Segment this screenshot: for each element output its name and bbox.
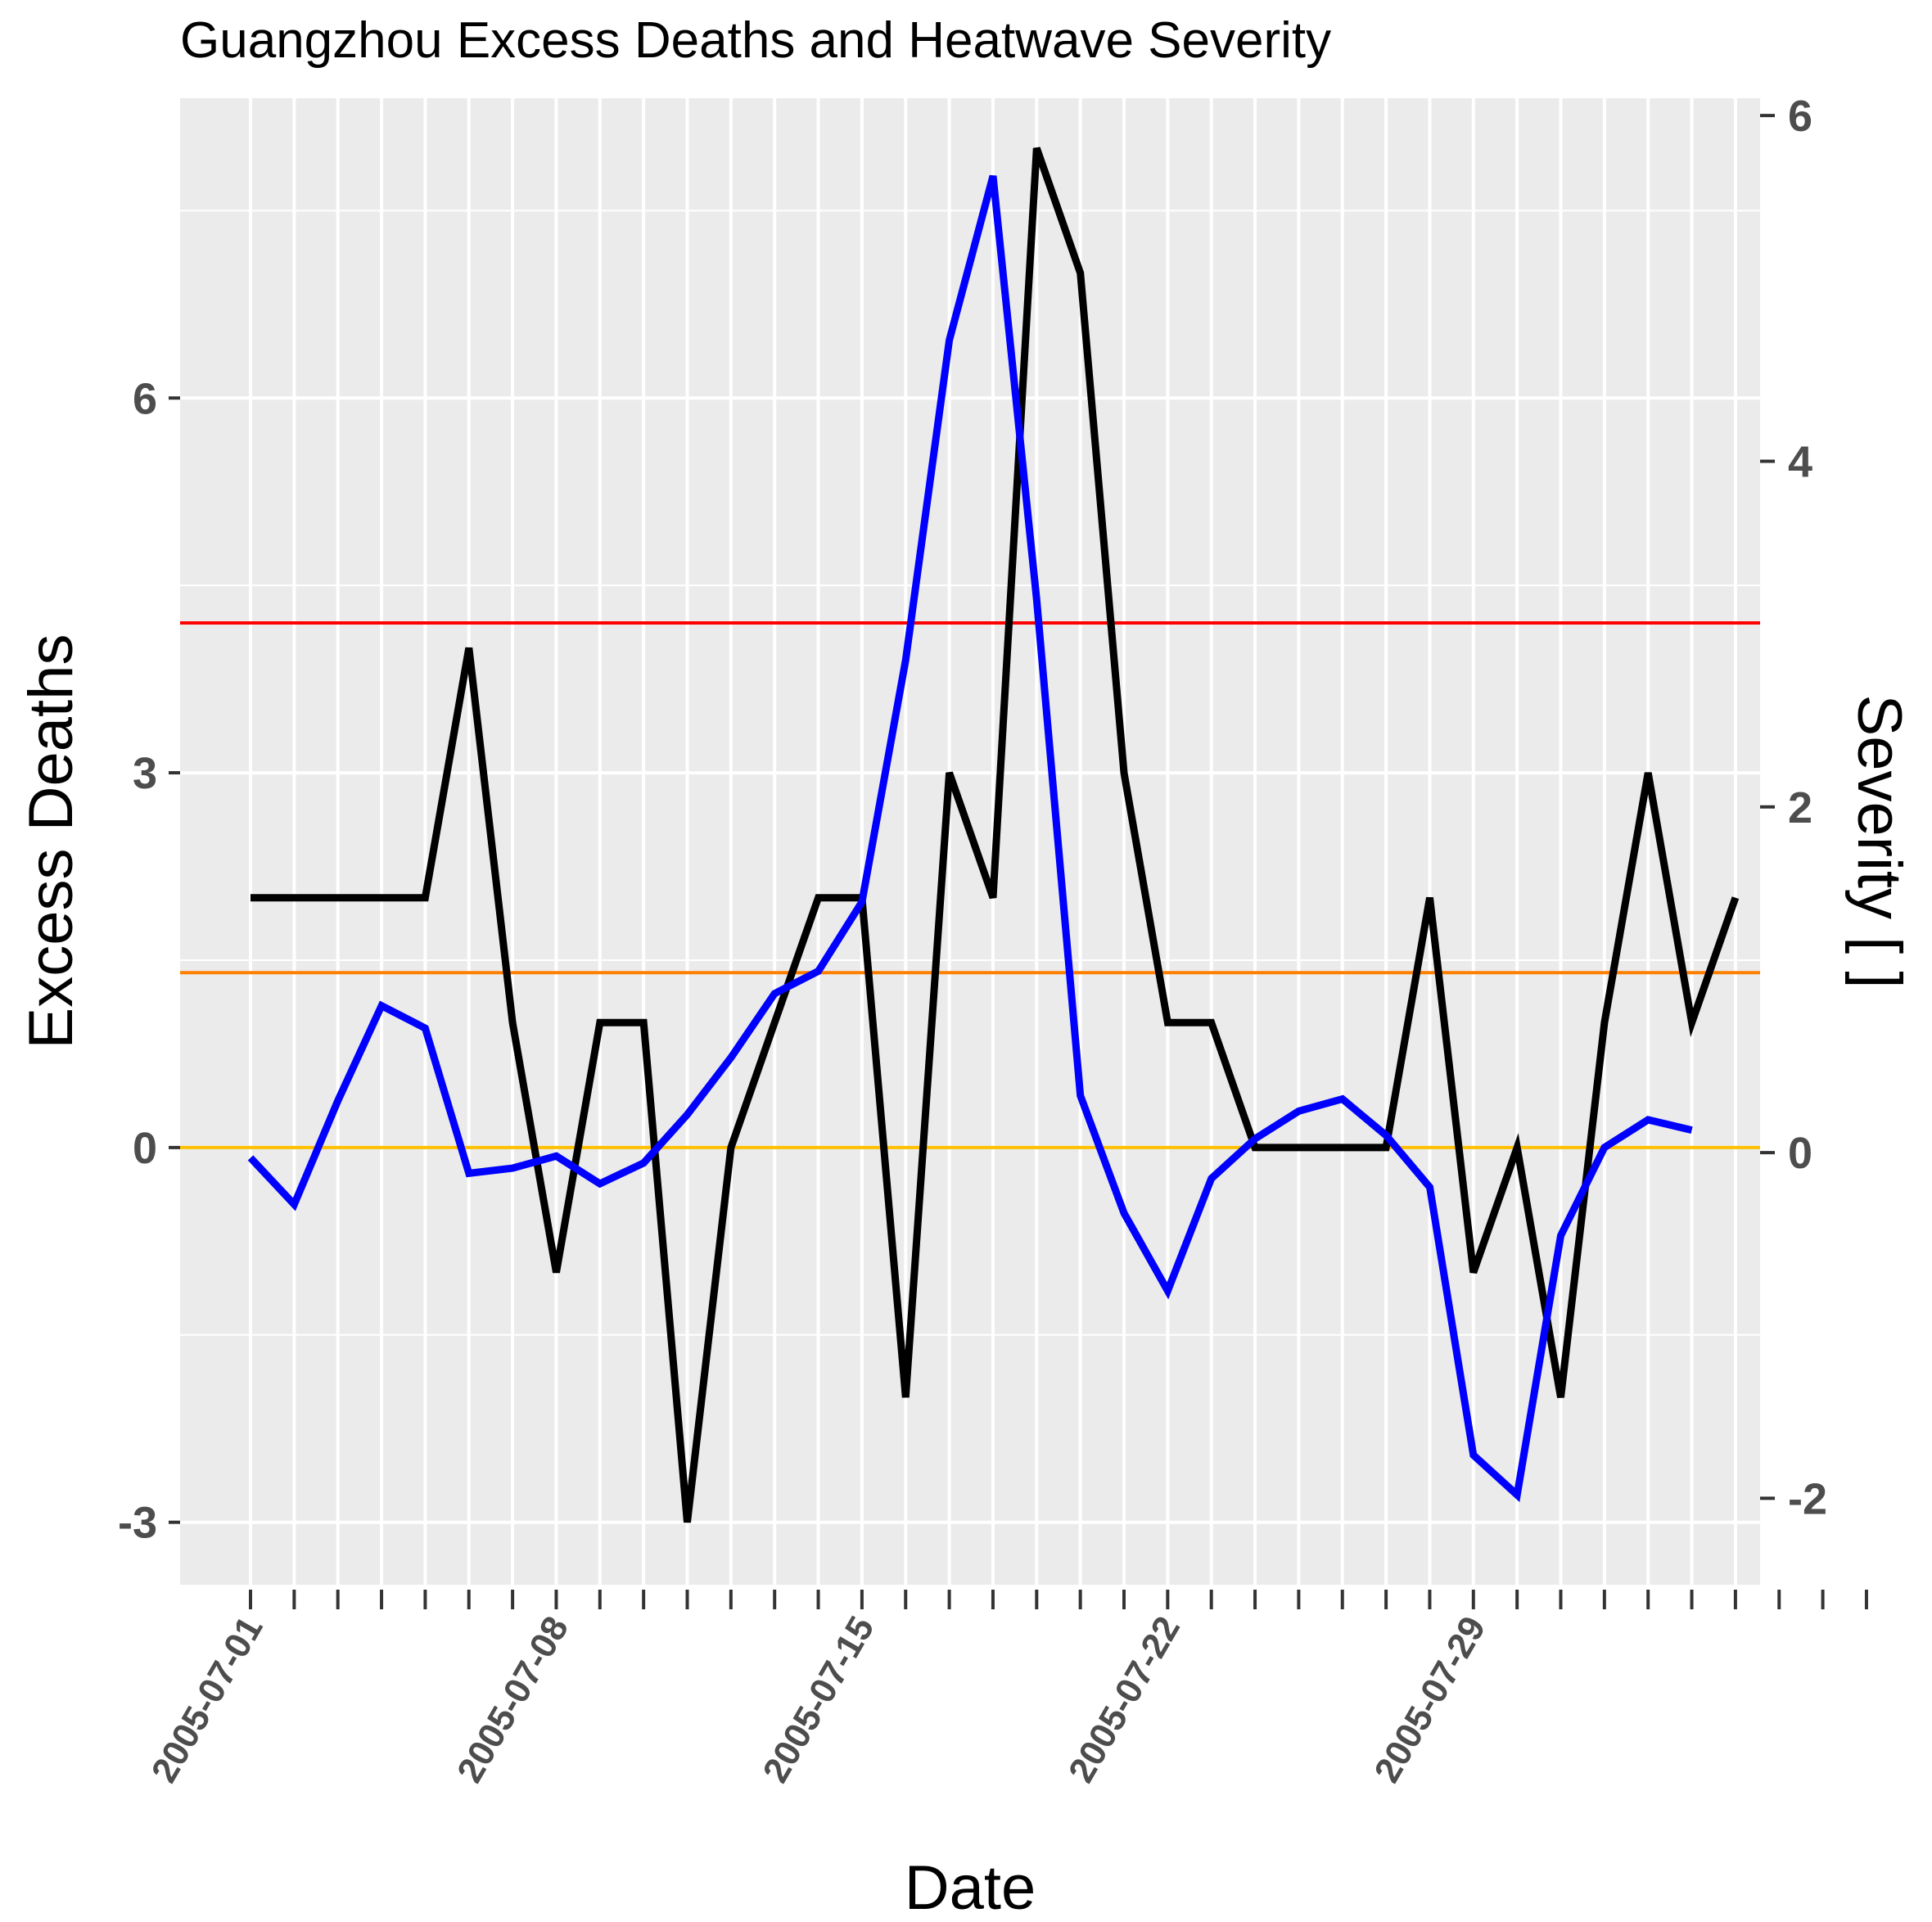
series-lines [247, 147, 1740, 1523]
x-tick-label: 2005-07-15 [756, 1610, 882, 1789]
y-tick-label: -3 [118, 1499, 157, 1548]
x-tick-label: 2005-07-29 [1366, 1610, 1493, 1789]
y2-tick-label: 2 [1788, 783, 1812, 832]
y2-tick-label: -2 [1788, 1474, 1827, 1523]
x-tick-label: 2005-07-08 [449, 1610, 576, 1789]
grid [180, 98, 1868, 1585]
chart-title: Guangzhou Excess Deaths and Heatwave Sev… [180, 12, 1331, 69]
y2-tick-label: 6 [1788, 92, 1812, 141]
x-tick-label: 2005-07-22 [1061, 1610, 1188, 1789]
y-axis-left: -3 0 3 6 [118, 374, 180, 1548]
x-axis: 2005-07-01 2005-07-08 2005-07-15 2005-07-22… [144, 1590, 1868, 1789]
reference-lines [180, 620, 1760, 1149]
y-axis-title: Excess Deaths [16, 634, 86, 1049]
series-line-severity [247, 174, 1693, 1503]
y-tick-label: 0 [133, 1124, 157, 1173]
y-tick-label: 6 [133, 374, 157, 423]
y2-tick-label: 0 [1788, 1129, 1812, 1178]
x-axis-title: Date [905, 1853, 1036, 1922]
y-axis-right: -2 0 2 4 6 [1760, 92, 1827, 1523]
y-tick-label: 3 [133, 749, 157, 798]
y2-axis-title: Severity [ ] [1844, 695, 1914, 989]
y2-tick-label: 4 [1788, 437, 1812, 486]
series-line-excess-deaths [251, 147, 1740, 1523]
x-tick-label: 2005-07-01 [144, 1610, 271, 1789]
